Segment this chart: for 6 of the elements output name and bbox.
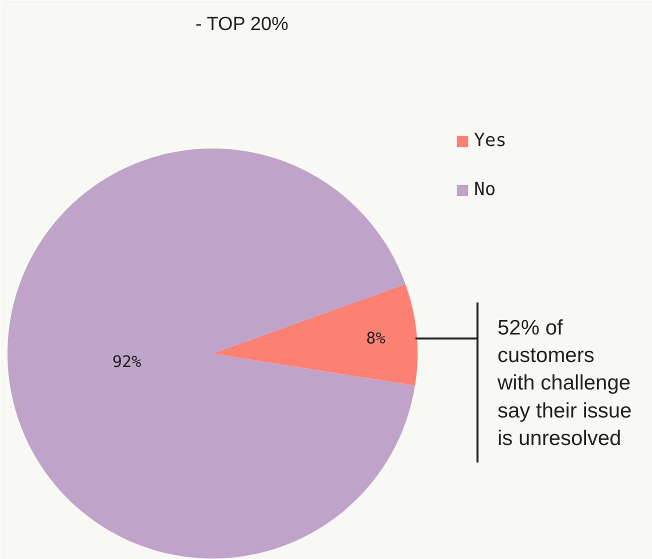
legend-label: No [474,179,496,200]
text: - TOP 20% [196,14,289,35]
text: 52% of customers with challenge say their issue is unresolved [496,316,632,450]
legend-label: Yes [474,130,507,151]
data-label: 8% [366,328,386,348]
data-label: 92% [112,352,142,372]
